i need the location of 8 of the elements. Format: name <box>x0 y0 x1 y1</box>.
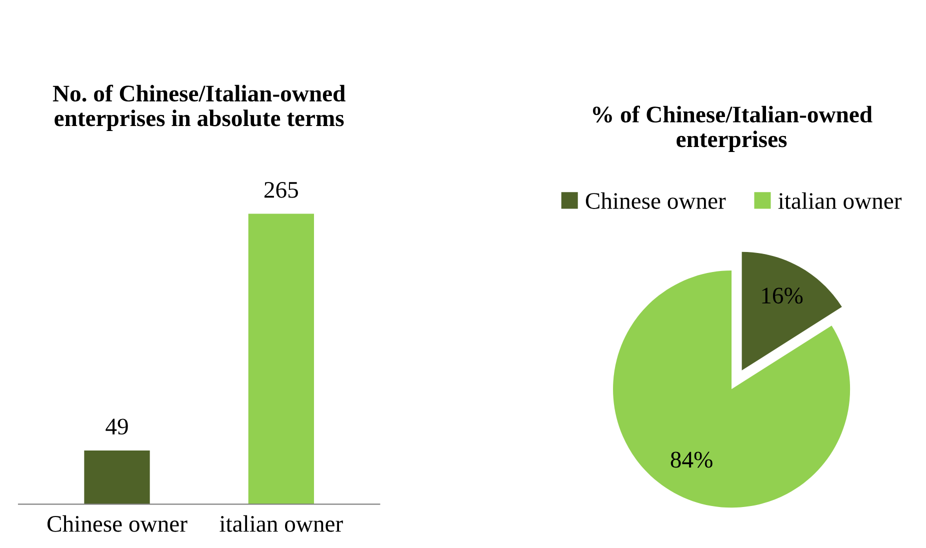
chart-title: No. of Chinese/Italian-owned enterprises in absolute terms <box>52 84 346 132</box>
data-label: 265 <box>264 182 298 198</box>
data-label: 16% <box>762 288 803 304</box>
legend-label: italian owner <box>778 192 902 209</box>
data-label: 49 <box>106 418 128 435</box>
data-label: 84% <box>670 452 712 468</box>
chart-title: % of Chinese/Italian-owned enterprises <box>592 106 872 152</box>
legend-label: Chinese owner <box>586 192 726 209</box>
